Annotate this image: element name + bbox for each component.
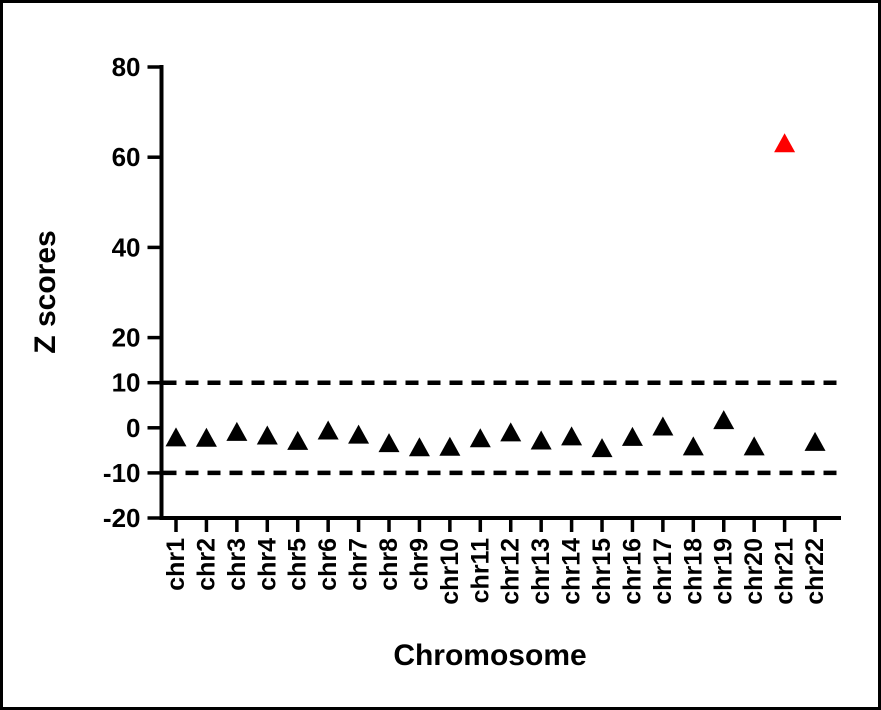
- data-point-chr18: [682, 436, 704, 456]
- x-tick-label-chr21: chr21: [771, 538, 799, 605]
- data-point-chr1: [165, 427, 187, 447]
- x-tick-label-chr22: chr22: [801, 538, 829, 605]
- data-point-chr8: [378, 433, 400, 453]
- data-point-chr17: [652, 416, 674, 436]
- x-tick-label-chr19: chr19: [710, 538, 738, 605]
- data-point-chr21: [774, 133, 796, 153]
- x-tick-label-chr8: chr8: [375, 538, 403, 591]
- y-tick-label-80: 80: [112, 52, 141, 82]
- x-tick-label-chr9: chr9: [405, 538, 433, 591]
- x-tick-label-chr13: chr13: [527, 538, 555, 605]
- x-tick-label-chr6: chr6: [314, 538, 342, 591]
- y-tick-label--20: -20: [103, 503, 141, 533]
- axes-layer: [147, 65, 841, 532]
- y-tick-label-20: 20: [112, 323, 141, 353]
- data-points-layer: [165, 133, 826, 458]
- data-point-chr19: [713, 410, 735, 430]
- y-tick-label--10: -10: [103, 458, 141, 488]
- data-point-chr5: [287, 430, 309, 450]
- data-point-chr10: [439, 436, 461, 456]
- data-point-chr15: [591, 438, 613, 458]
- x-tick-label-chr11: chr11: [466, 538, 494, 603]
- x-tick-label-chr16: chr16: [618, 538, 646, 605]
- data-point-chr13: [530, 430, 552, 450]
- x-tick-label-chr4: chr4: [253, 538, 281, 591]
- x-tick-label-chr20: chr20: [740, 538, 768, 605]
- x-tick-label-chr17: chr17: [649, 538, 677, 605]
- data-point-chr7: [348, 424, 370, 444]
- data-point-chr9: [408, 437, 430, 457]
- y-tick-label-10: 10: [112, 368, 141, 398]
- x-tick-label-chr15: chr15: [588, 538, 616, 605]
- y-axis-title: Z scores: [29, 230, 62, 353]
- data-point-chr6: [317, 420, 339, 440]
- data-point-chr2: [195, 427, 217, 447]
- x-tick-label-chr7: chr7: [345, 538, 373, 591]
- y-tick-label-0: 0: [126, 413, 140, 443]
- data-point-chr11: [469, 428, 491, 448]
- x-tick-label-chr10: chr10: [436, 538, 464, 605]
- y-tick-label-40: 40: [112, 232, 141, 262]
- data-point-chr12: [500, 422, 522, 442]
- data-point-chr14: [561, 426, 583, 446]
- data-point-chr16: [621, 426, 643, 446]
- data-point-chr22: [804, 431, 826, 451]
- x-tick-label-chr18: chr18: [679, 538, 707, 605]
- x-tick-label-chr3: chr3: [223, 538, 251, 591]
- x-tick-label-chr2: chr2: [192, 538, 220, 591]
- y-tick-label-60: 60: [112, 142, 141, 172]
- x-axis-title: Chromosome: [393, 639, 586, 672]
- data-point-chr20: [743, 436, 765, 456]
- data-point-chr4: [256, 425, 278, 445]
- x-tick-label-chr5: chr5: [284, 538, 312, 591]
- threshold-lines-layer: [163, 380, 839, 476]
- x-tick-label-chr12: chr12: [497, 538, 525, 605]
- data-point-chr3: [226, 421, 248, 441]
- x-tick-label-chr1: chr1: [162, 538, 190, 591]
- x-tick-label-chr14: chr14: [558, 538, 586, 605]
